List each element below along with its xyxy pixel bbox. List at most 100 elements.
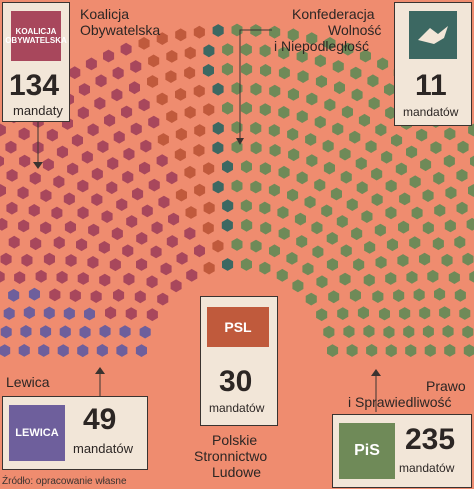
lewica-seat-box: LEWICA 49 mandatów [2,396,148,470]
psl-name-line2: Stronnictwo [194,448,268,464]
seat-hexagon [366,344,378,357]
seat-hexagon [353,258,365,272]
seat-hexagon [430,141,442,154]
seat-hexagon [30,237,42,251]
seat-hexagon [292,279,304,293]
seat-hexagon [316,275,328,289]
ko-name-line1: Koalicja [80,6,130,22]
seat-hexagon [399,192,411,206]
seat-hexagon [123,147,135,161]
seat-hexagon [240,43,252,56]
seat-hexagon [23,306,35,319]
seat-hexagon [324,98,336,112]
seat-hexagon [148,178,160,192]
seat-hexagon [111,88,123,102]
seat-hexagon [462,325,474,339]
konf-name-line3: i Niepodległość [274,38,369,54]
seat-hexagon [156,154,168,167]
seat-hexagon [103,49,115,63]
seat-hexagon [375,123,387,137]
seat-hexagon [306,154,318,167]
seat-hexagon [122,244,134,258]
seat-hexagon [65,254,77,267]
seat-hexagon [316,308,328,322]
seat-hexagon [241,62,253,76]
seat-hexagon [112,66,124,80]
seat-hexagon [296,235,308,248]
seat-hexagon [184,46,196,60]
seat-hexagon [166,171,178,185]
seat-hexagon [203,261,215,275]
seat-hexagon [203,44,215,58]
psl-name-line1: Polskie [212,432,258,448]
seat-hexagon [194,124,206,137]
seat-hexagon [342,42,354,56]
seat-hexagon [14,271,26,284]
seat-hexagon [185,206,197,219]
seat-hexagon [0,184,6,197]
pis-name-line1: Prawo [426,378,466,394]
seat-hexagon [311,221,323,235]
seat-hexagon [158,195,170,209]
psl-logo-text: PSL [224,319,252,335]
seat-hexagon [278,165,290,179]
seat-hexagon [411,206,423,220]
seat-hexagon [326,232,338,245]
seat-hexagon [18,127,30,141]
seat-hexagon [385,272,397,285]
seat-hexagon [111,227,123,241]
seat-hexagon [356,181,368,195]
lewica-pointer-arrow [95,367,105,396]
konf-logo [409,11,457,59]
seat-hexagon [97,140,109,153]
seat-hexagon [222,199,234,213]
seat-hexagon [359,49,371,63]
seat-hexagon [296,171,308,185]
seat-hexagon [222,101,234,115]
seat-hexagon [278,46,290,60]
seat-hexagon [212,239,224,253]
seat-hexagon [40,325,52,338]
seat-hexagon [156,32,168,45]
seat-hexagon [385,106,397,120]
seat-hexagon [397,254,409,267]
seat-hexagon [324,37,336,50]
seat-hexagon [38,344,50,357]
seat-hexagon [305,133,317,146]
ko-seat-unit: mandaty [13,103,63,118]
seat-hexagon [330,187,342,201]
seat-hexagon [304,195,316,209]
seat-hexagon [221,218,233,232]
seat-hexagon [351,88,363,102]
seat-hexagon [146,308,158,322]
seat-hexagon [322,139,334,153]
seat-hexagon [90,290,102,303]
seat-hexagon [98,241,110,254]
seat-hexagon [326,258,338,271]
seat-hexagon [287,88,299,101]
ko-logo: KOALICJA OBYWATELSKA [5,11,67,61]
seat-hexagon [393,289,405,302]
seat-hexagon [166,235,178,248]
seat-hexagon [194,244,205,258]
ko-seat-count: 134 [9,69,60,102]
seat-hexagon [456,201,468,215]
seat-hexagon [184,227,196,240]
seat-hexagon [444,219,456,233]
seat-hexagon [212,141,224,155]
seat-hexagon [21,253,33,267]
seat-hexagon [395,162,407,176]
seat-hexagon [170,279,182,293]
seat-hexagon [268,124,280,137]
lewica-seat-count: 49 [83,403,117,436]
seat-hexagon [194,183,206,197]
seat-hexagon [250,180,262,194]
seat-hexagon [445,186,457,200]
seat-hexagon [468,184,474,197]
seat-hexagon [28,287,40,301]
seat-hexagon [168,212,180,226]
seat-hexagon [315,75,327,88]
seat-hexagon [221,62,233,76]
seat-hexagon [76,238,88,252]
seat-hexagon [129,81,140,95]
